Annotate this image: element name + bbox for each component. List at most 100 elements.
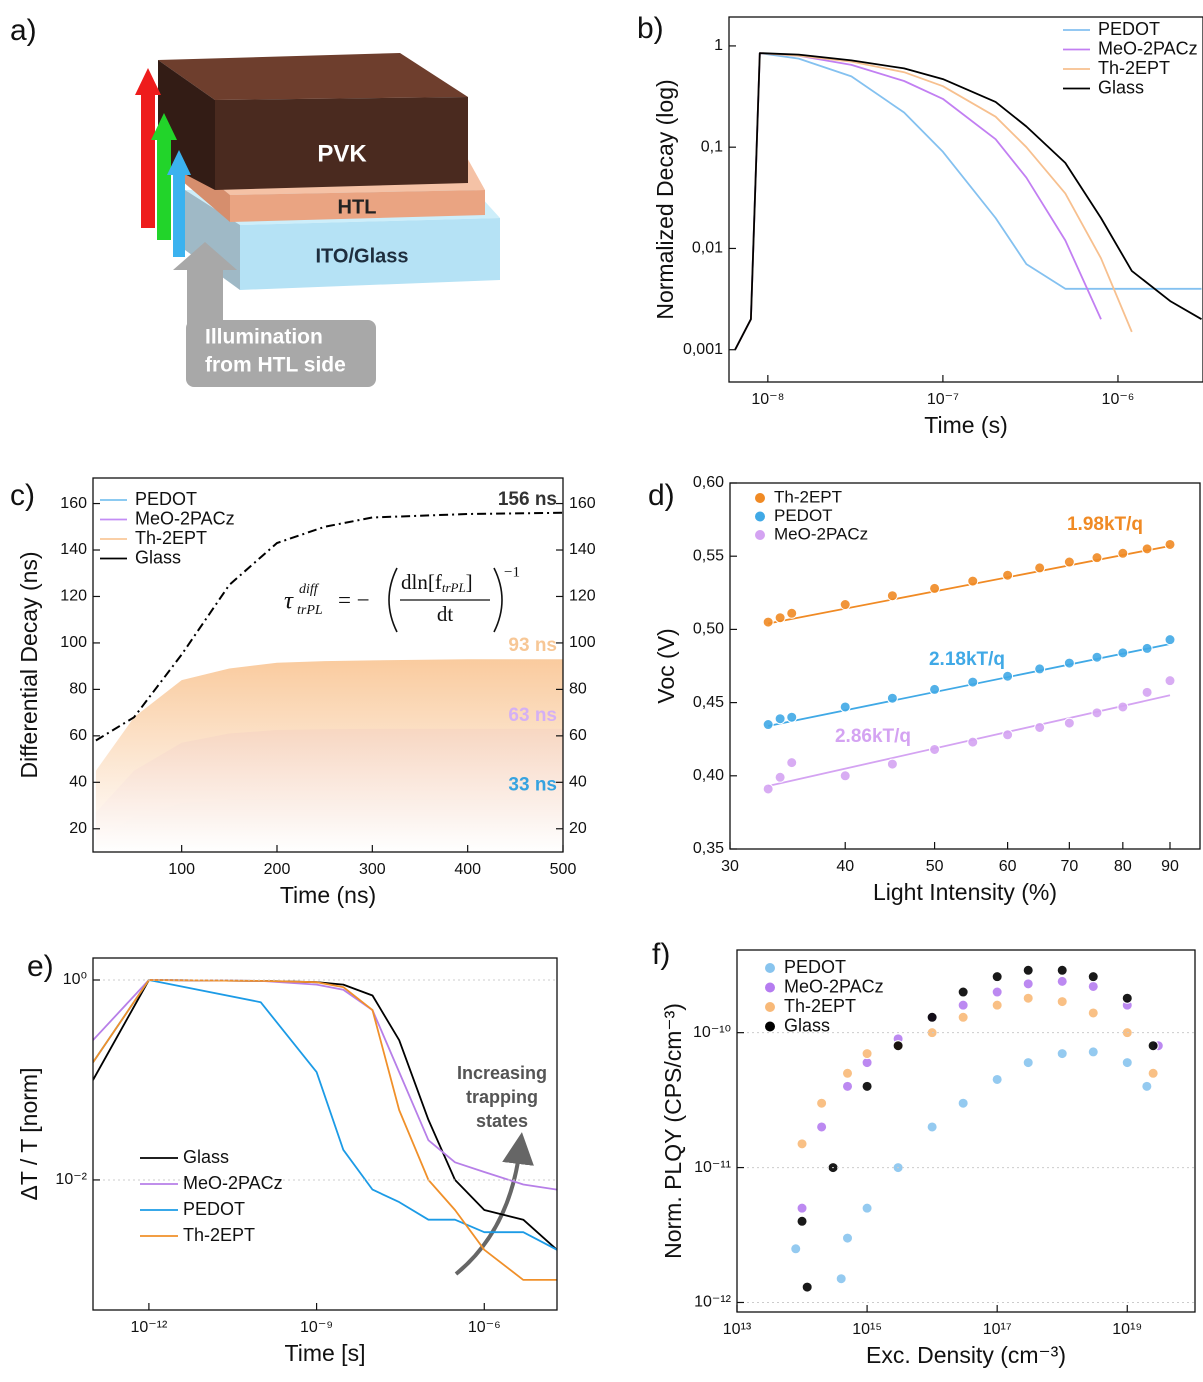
point: [926, 1121, 938, 1133]
point: [1117, 701, 1129, 713]
x-axis-label: Time [s]: [285, 1340, 366, 1366]
point: [1063, 556, 1075, 568]
legend-label: MeO-2PACz: [774, 524, 868, 543]
layer-label: PVK: [317, 140, 367, 167]
y-tick-label: 0,50: [693, 621, 724, 638]
y2-tick-label: 120: [569, 588, 596, 605]
y2-tick-label: 80: [569, 681, 587, 698]
legend-label: PEDOT: [1098, 19, 1160, 39]
point: [957, 1097, 969, 1109]
point: [1087, 971, 1099, 983]
equation-equals: = −: [338, 587, 370, 612]
plot-area: [95, 511, 563, 852]
series-line: [93, 979, 557, 1251]
point: [861, 1080, 873, 1092]
point: [839, 701, 851, 713]
y-axis-label: Differential Decay (ns): [16, 551, 42, 778]
numerator-sub: trPL: [442, 580, 466, 595]
point: [1141, 543, 1153, 555]
x-tick-label: 60: [999, 858, 1017, 875]
point: [1091, 552, 1103, 564]
point: [886, 692, 898, 704]
panel-label: b): [637, 12, 664, 45]
point: [816, 1121, 828, 1133]
y-tick-label: 0,45: [693, 694, 724, 711]
x-tick-label: 100: [168, 861, 195, 878]
legend-marker: [765, 963, 775, 973]
point: [861, 1048, 873, 1060]
y-axis-label: Voc (V): [653, 628, 679, 703]
end-label: 63 ns: [508, 705, 557, 726]
legend-label: Th-2EPT: [183, 1225, 255, 1245]
panel-label: a): [10, 14, 37, 47]
x-tick-label: 50: [926, 858, 944, 875]
point: [801, 1281, 813, 1293]
blue-arrow: [167, 150, 191, 257]
y2-tick-label: 40: [569, 774, 587, 791]
y-tick-label: 60: [69, 727, 87, 744]
legend-marker: [755, 511, 765, 522]
x-tick-label: 10⁻⁹: [300, 1319, 333, 1336]
equation: τ diff trPL = − dln[ftrPL] dt −1: [284, 564, 520, 633]
point: [842, 1232, 854, 1244]
x-axis-label: Light Intensity (%): [873, 879, 1057, 905]
y-tick-label: 0,40: [693, 767, 724, 784]
x-tick-label: 10⁻⁶: [468, 1319, 501, 1336]
point: [774, 612, 786, 624]
series-line: [95, 511, 563, 742]
point: [861, 1057, 873, 1069]
illumination-box: [186, 320, 376, 387]
y-tick-label: 10⁰: [63, 971, 87, 988]
illumination-arrow: [187, 268, 223, 328]
point: [790, 1243, 802, 1255]
point: [1063, 657, 1075, 669]
legend-marker: [755, 530, 765, 540]
point: [861, 1202, 873, 1214]
y-tick-label: 0,35: [693, 840, 724, 857]
plot-area: [762, 538, 1176, 795]
y2-tick-label: 20: [569, 820, 587, 837]
legend-label: PEDOT: [135, 489, 197, 509]
y-tick-label: 0,60: [693, 474, 724, 491]
point: [842, 1080, 854, 1092]
legend-label: Th-2EPT: [1098, 58, 1170, 78]
point: [929, 683, 941, 695]
point: [796, 1215, 808, 1227]
series-line: [734, 52, 1133, 351]
x-tick-label: 300: [359, 861, 386, 878]
y-tick-label: 1: [714, 37, 723, 54]
frame: [92, 477, 564, 853]
x-tick-label: 80: [1114, 858, 1132, 875]
panel-label: e): [27, 950, 54, 983]
point: [1147, 1067, 1159, 1079]
point: [835, 1273, 847, 1285]
frame: [92, 957, 558, 1311]
point: [929, 582, 941, 594]
point: [1002, 569, 1014, 581]
y-tick-label: 10⁻²: [55, 1171, 87, 1188]
e-annotation: Increasing trapping states: [454, 1063, 547, 1276]
y-tick-label: 10⁻¹²: [694, 1294, 732, 1311]
legend-label: MeO-2PACz: [784, 976, 884, 996]
y-tick-label: 80: [69, 681, 87, 698]
equation-denominator: dt: [437, 602, 454, 626]
panel-label: c): [10, 479, 35, 512]
point: [1141, 1080, 1153, 1092]
point: [929, 743, 941, 755]
y-axis-label: Normalized Decay (log): [652, 79, 678, 319]
legend-label: PEDOT: [774, 506, 833, 525]
point: [1087, 980, 1099, 992]
legend-marker: [765, 1021, 775, 1032]
legend-label: MeO-2PACz: [183, 1173, 283, 1193]
series-line: [93, 979, 557, 1281]
fit-label: 2.18kT/q: [929, 649, 1005, 670]
point: [1022, 992, 1034, 1004]
y-tick-label: 100: [60, 634, 87, 651]
pvk-side: [158, 60, 215, 190]
point: [967, 736, 979, 748]
illumination-text: from HTL side: [205, 354, 346, 377]
x-tick-label: 10¹⁵: [852, 1321, 882, 1338]
paren: [388, 567, 398, 633]
x-tick-label: 10¹⁹: [1112, 1321, 1142, 1338]
